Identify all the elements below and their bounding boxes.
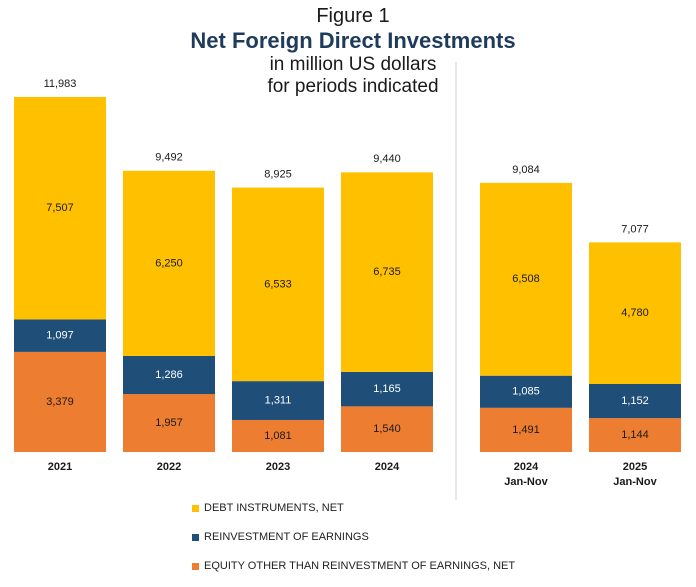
- total-label-4: 9,084: [512, 164, 540, 176]
- bar-segment-debt-4: [480, 182, 572, 376]
- category-label-1: 2022: [157, 461, 181, 473]
- chart-subtitle-line-1: in million US dollars: [269, 54, 437, 75]
- bar-segment-reinvest-3: [341, 371, 433, 407]
- bar-segment-debt-2: [232, 187, 324, 382]
- data-label-equity-1: 1,957: [155, 417, 183, 429]
- data-label-reinvest-4: 1,085: [512, 386, 540, 398]
- bar-segment-reinvest-4: [480, 375, 572, 408]
- data-label-equity-5: 1,144: [621, 429, 649, 441]
- data-label-debt-2: 6,533: [264, 278, 292, 290]
- data-label-equity-2: 1,081: [264, 430, 292, 442]
- bar-segment-debt-5: [589, 242, 681, 384]
- legend-swatch-reinvestment: [192, 533, 199, 541]
- title-block: Figure 1 Net Foreign Direct Investments …: [0, 4, 696, 98]
- bar-segment-equity-5: [589, 418, 681, 452]
- category-label-4: 2024: [514, 461, 539, 473]
- category-sublabel-4: Jan-Nov: [504, 476, 548, 488]
- data-label-equity-3: 1,540: [373, 423, 401, 435]
- bar-segment-reinvest-5: [589, 383, 681, 419]
- legend-item-reinvestment: REINVESTMENT OF EARNINGS: [192, 529, 515, 545]
- data-label-reinvest-1: 1,286: [155, 369, 183, 381]
- legend-label-reinvestment: REINVESTMENT OF EARNINGS: [204, 531, 369, 543]
- category-label-0: 2021: [48, 461, 72, 473]
- legend-item-debt: DEBT INSTRUMENTS, NET: [192, 500, 515, 516]
- data-label-debt-0: 7,507: [46, 202, 74, 214]
- legend-swatch-debt: [192, 504, 199, 512]
- data-label-reinvest-2: 1,311: [265, 394, 292, 406]
- chart-subtitle-line-2: for periods indicated: [267, 76, 439, 97]
- legend-label-equity: EQUITY OTHER THAN REINVESTMENT OF EARNIN…: [204, 560, 516, 572]
- bar-segment-debt-1: [123, 170, 215, 356]
- bar-segment-equity-3: [341, 406, 433, 452]
- bar-segment-reinvest-1: [123, 355, 215, 395]
- category-sublabel-5: Jan-Nov: [613, 476, 657, 488]
- bar-segment-equity-0: [14, 351, 106, 452]
- data-label-equity-4: 1,491: [512, 424, 540, 436]
- data-label-reinvest-3: 1,165: [373, 383, 401, 395]
- data-label-reinvest-5: 1,152: [621, 395, 649, 407]
- chart-title: Net Foreign Direct Investments: [190, 28, 516, 53]
- legend-label-debt: DEBT INSTRUMENTS, NET: [204, 502, 344, 514]
- category-label-3: 2024: [375, 461, 400, 473]
- data-label-debt-1: 6,250: [155, 257, 183, 269]
- bar-segment-debt-3: [341, 172, 433, 372]
- legend-swatch-equity: [192, 562, 199, 570]
- stacked-bar-chart: 3,379 1,097 7,507 11,983 2021 1,957 1,286 6,250…: [14, 62, 681, 500]
- total-label-2: 8,925: [264, 169, 292, 181]
- bar-segment-equity-1: [123, 394, 215, 452]
- data-label-debt-3: 6,735: [373, 266, 401, 278]
- total-label-3: 9,440: [373, 153, 401, 165]
- data-label-reinvest-0: 1,097: [46, 330, 74, 342]
- category-label-5: 2025: [623, 461, 647, 473]
- bar-segment-equity-2: [232, 419, 324, 452]
- total-label-1: 9,492: [155, 152, 183, 164]
- bar-segment-debt-0: [14, 97, 106, 320]
- total-label-5: 7,077: [621, 223, 649, 235]
- figure-label: Figure 1: [316, 5, 390, 27]
- total-label-0: 11,983: [44, 78, 77, 90]
- legend: DEBT INSTRUMENTS, NET REINVESTMENT OF EA…: [192, 500, 515, 587]
- data-label-equity-0: 3,379: [46, 396, 74, 408]
- bar-segment-equity-4: [480, 407, 572, 452]
- bar-segment-reinvest-0: [14, 319, 106, 352]
- bar-segment-reinvest-2: [232, 381, 324, 420]
- data-label-debt-5: 4,780: [621, 307, 649, 319]
- data-label-debt-4: 6,508: [512, 273, 540, 285]
- category-label-2: 2023: [266, 461, 290, 473]
- legend-item-equity: EQUITY OTHER THAN REINVESTMENT OF EARNIN…: [192, 558, 515, 574]
